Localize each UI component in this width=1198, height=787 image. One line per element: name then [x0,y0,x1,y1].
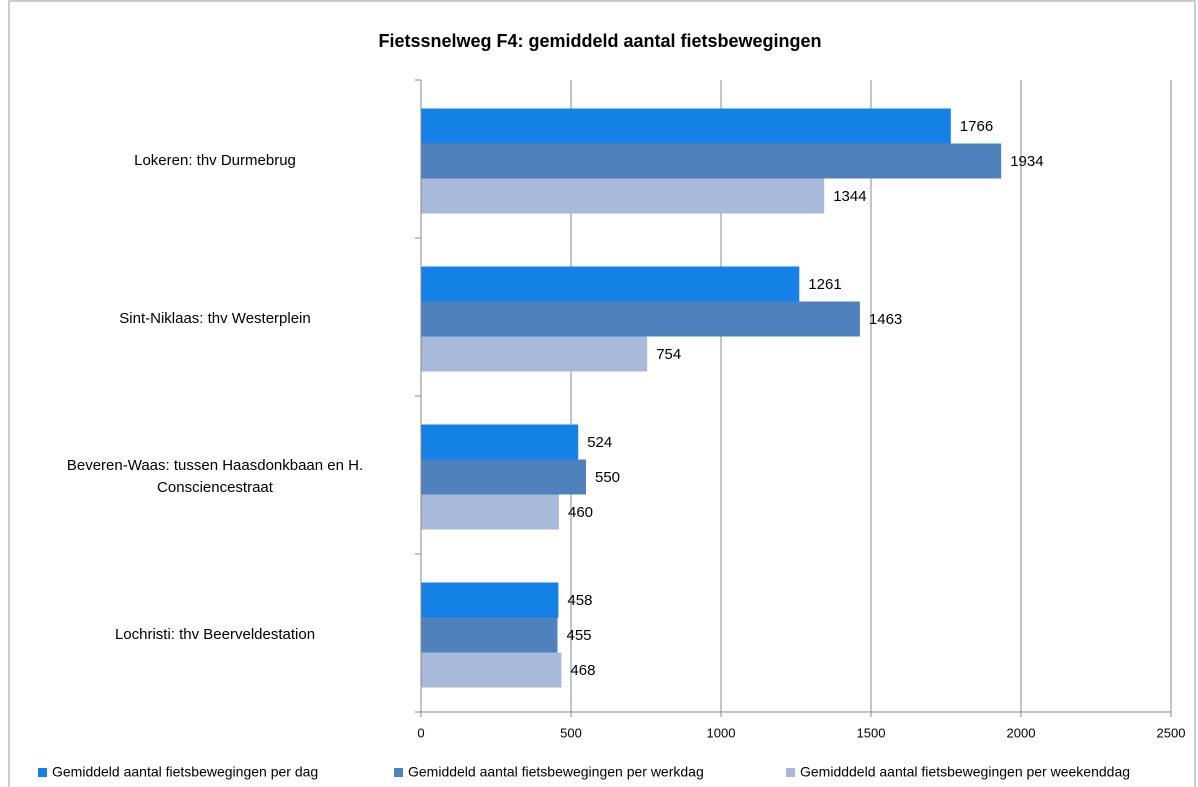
y-tick-label: Beveren-Waas: tussen Haasdonkbaan en H. … [66,457,364,496]
bar [421,424,579,460]
bar [421,336,648,372]
y-tick-label: Lochristi: thv Beerveldestation [114,626,316,643]
y-tick-label: Lokeren: thv Durmebrug [134,152,296,169]
legend-swatch [38,768,47,777]
bar [421,108,951,144]
data-label: 1463 [869,311,902,328]
bar [421,617,558,653]
data-label: 1261 [808,276,841,293]
data-label: 524 [587,434,612,451]
bar [421,494,559,530]
legend-swatch [394,768,403,777]
data-label: 1344 [833,188,866,205]
data-label: 754 [656,346,681,363]
x-tick-label: 500 [560,725,582,740]
chart-border [8,0,1196,787]
data-label: 550 [595,469,620,486]
x-tick-label: 0 [417,725,424,740]
bar [421,266,800,302]
x-tick-label: 2500 [1157,725,1186,740]
bar [421,652,562,688]
bar [421,143,1002,179]
x-tick-label: 1000 [707,725,736,740]
bar [421,301,860,337]
data-label: 1766 [960,118,993,135]
y-tick-label: Sint-Niklaas: thv Westerplein [119,310,311,327]
chart-title: Fietssnelweg F4: gemiddeld aantal fietsb… [378,31,821,51]
data-label: 455 [567,627,592,644]
legend-label: Gemidddeld aantal fietsbewegingen per we… [800,764,1130,780]
x-tick-label: 1500 [857,725,886,740]
legend-label: Gemiddeld aantal fietsbewegingen per wer… [408,764,704,780]
data-label: 460 [568,504,593,521]
bar [421,459,586,495]
bar [421,178,825,214]
legend-label: Gemiddeld aantal fietsbewegingen per dag [52,764,318,780]
data-label: 468 [570,662,595,679]
data-label: 1934 [1010,153,1043,170]
legend-swatch [786,768,795,777]
x-tick-label: 2000 [1007,725,1036,740]
bar [421,582,559,618]
data-label: 458 [567,592,592,609]
